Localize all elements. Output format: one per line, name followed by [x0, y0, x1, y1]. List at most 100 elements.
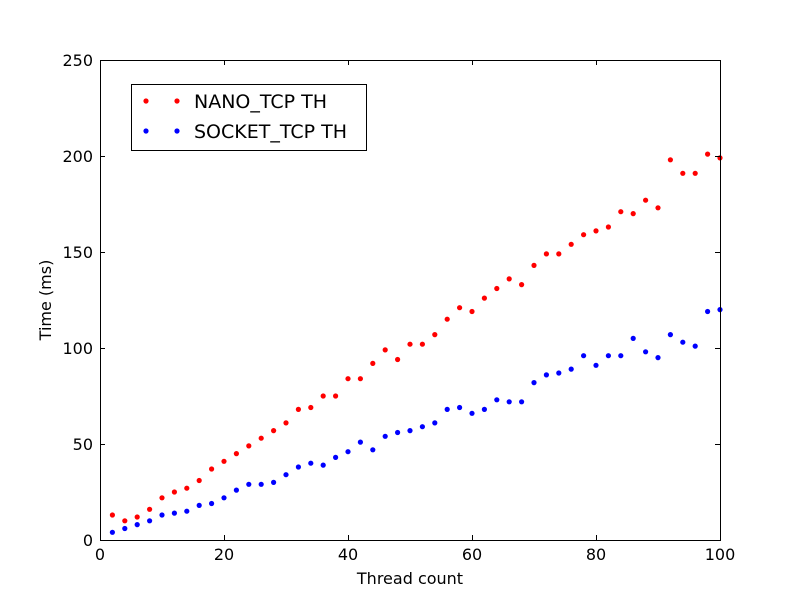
socket-tcp-point: [692, 343, 698, 349]
nano-tcp-point: [209, 466, 215, 472]
nano-tcp-point: [556, 251, 562, 257]
nano-tcp-point: [159, 495, 165, 501]
socket-tcp-point: [308, 460, 314, 466]
data-points: [109, 151, 723, 535]
x-tick-label: 40: [338, 545, 358, 564]
nano-tcp-point: [543, 251, 550, 257]
legend-label-socket: SOCKET_TCP TH: [194, 121, 347, 143]
nano-tcp-point: [134, 514, 140, 520]
nano-tcp-point: [184, 485, 190, 491]
nano-tcp-point: [593, 228, 599, 234]
y-tick-label: 100: [62, 339, 93, 358]
nano-tcp-point: [506, 276, 512, 282]
nano-tcp-point: [680, 170, 686, 176]
socket-tcp-point: [593, 362, 599, 368]
socket-tcp-point: [221, 495, 227, 501]
nano-tcp-point: [333, 393, 339, 399]
nano-tcp-point: [469, 308, 475, 315]
socket-tcp-point: [407, 428, 413, 434]
socket-tcp-point: [382, 433, 388, 439]
socket-tcp-point: [184, 508, 190, 514]
legend-marker-socket-2: [174, 128, 180, 134]
socket-tcp-point: [147, 518, 153, 524]
nano-tcp-point: [568, 241, 574, 247]
nano-tcp-point: [643, 197, 649, 203]
socket-tcp-point: [357, 439, 363, 445]
socket-tcp-point: [122, 525, 128, 532]
socket-tcp-point: [395, 429, 401, 436]
legend-marker-nano-2: [174, 98, 180, 104]
legend-marker-nano-1: [143, 98, 149, 104]
y-tick-label: 200: [62, 147, 93, 166]
socket-tcp-point: [519, 399, 525, 405]
nano-tcp-point: [605, 224, 612, 230]
nano-tcp-point: [233, 451, 239, 457]
x-tick-label: 60: [462, 545, 482, 564]
socket-tcp-point: [320, 462, 326, 468]
socket-tcp-point: [345, 449, 351, 455]
y-tick-label: 0: [83, 531, 93, 550]
nano-tcp-point: [345, 376, 351, 382]
nano-tcp-point: [308, 404, 314, 411]
socket-tcp-point: [667, 332, 674, 338]
nano-tcp-point: [444, 316, 450, 322]
nano-tcp-point: [246, 443, 252, 449]
nano-tcp-point: [667, 157, 674, 163]
plot-frame: [100, 60, 721, 541]
legend-label-nano: NANO_TCP TH: [194, 91, 327, 113]
legend-marker-socket-1: [143, 128, 149, 134]
socket-tcp-point: [605, 353, 612, 359]
socket-tcp-point: [109, 529, 115, 535]
nano-tcp-point: [457, 305, 463, 311]
nano-tcp-point: [419, 341, 425, 347]
socket-tcp-point: [457, 404, 463, 411]
socket-tcp-point: [630, 335, 636, 341]
socket-tcp-point: [258, 481, 264, 487]
nano-tcp-point: [258, 435, 264, 441]
x-tick-label: 0: [95, 545, 105, 564]
nano-tcp-point: [147, 506, 153, 512]
nano-tcp-point: [271, 428, 277, 434]
y-axis-label: Time (ms): [36, 260, 55, 342]
nano-tcp-point: [705, 151, 711, 157]
nano-tcp-point: [171, 489, 177, 495]
socket-tcp-point: [531, 380, 537, 386]
nano-tcp-point: [494, 285, 500, 292]
nano-tcp-point: [618, 209, 624, 215]
x-axis-label: Thread count: [356, 569, 463, 588]
nano-tcp-point: [320, 393, 326, 399]
socket-tcp-point: [432, 420, 438, 426]
socket-tcp-point: [271, 479, 277, 485]
nano-tcp-point: [370, 360, 376, 366]
nano-tcp-point: [196, 477, 202, 484]
y-tick-label: 250: [62, 51, 93, 70]
nano-tcp-point: [519, 282, 525, 288]
y-tick-label: 50: [73, 435, 93, 454]
socket-tcp-point: [283, 472, 289, 478]
socket-tcp-point: [655, 355, 661, 361]
nano-tcp-point: [481, 295, 487, 301]
nano-tcp-point: [531, 262, 537, 268]
socket-tcp-point: [295, 464, 301, 470]
socket-tcp-point: [556, 370, 562, 376]
socket-tcp-point: [581, 353, 587, 359]
x-tick-label: 20: [214, 545, 234, 564]
axis-ticks: 0 20 40 60 80 100 0 50 100 150 200 250: [62, 51, 735, 564]
socket-tcp-point: [506, 399, 512, 405]
nano-tcp-point: [655, 205, 661, 211]
nano-tcp-point: [395, 356, 401, 363]
socket-tcp-point: [444, 406, 450, 412]
nano-tcp-point: [382, 347, 388, 353]
legend-box: [131, 84, 367, 151]
socket-tcp-point: [134, 522, 140, 528]
socket-tcp-point: [618, 353, 624, 359]
nano-tcp-point: [630, 211, 636, 217]
nano-tcp-point: [432, 332, 438, 338]
socket-tcp-point: [171, 510, 177, 516]
nano-tcp-point: [407, 341, 413, 347]
nano-tcp-point: [357, 376, 363, 382]
nano-tcp-point: [283, 420, 289, 426]
x-tick-label: 80: [586, 545, 606, 564]
nano-tcp-point: [295, 406, 301, 412]
